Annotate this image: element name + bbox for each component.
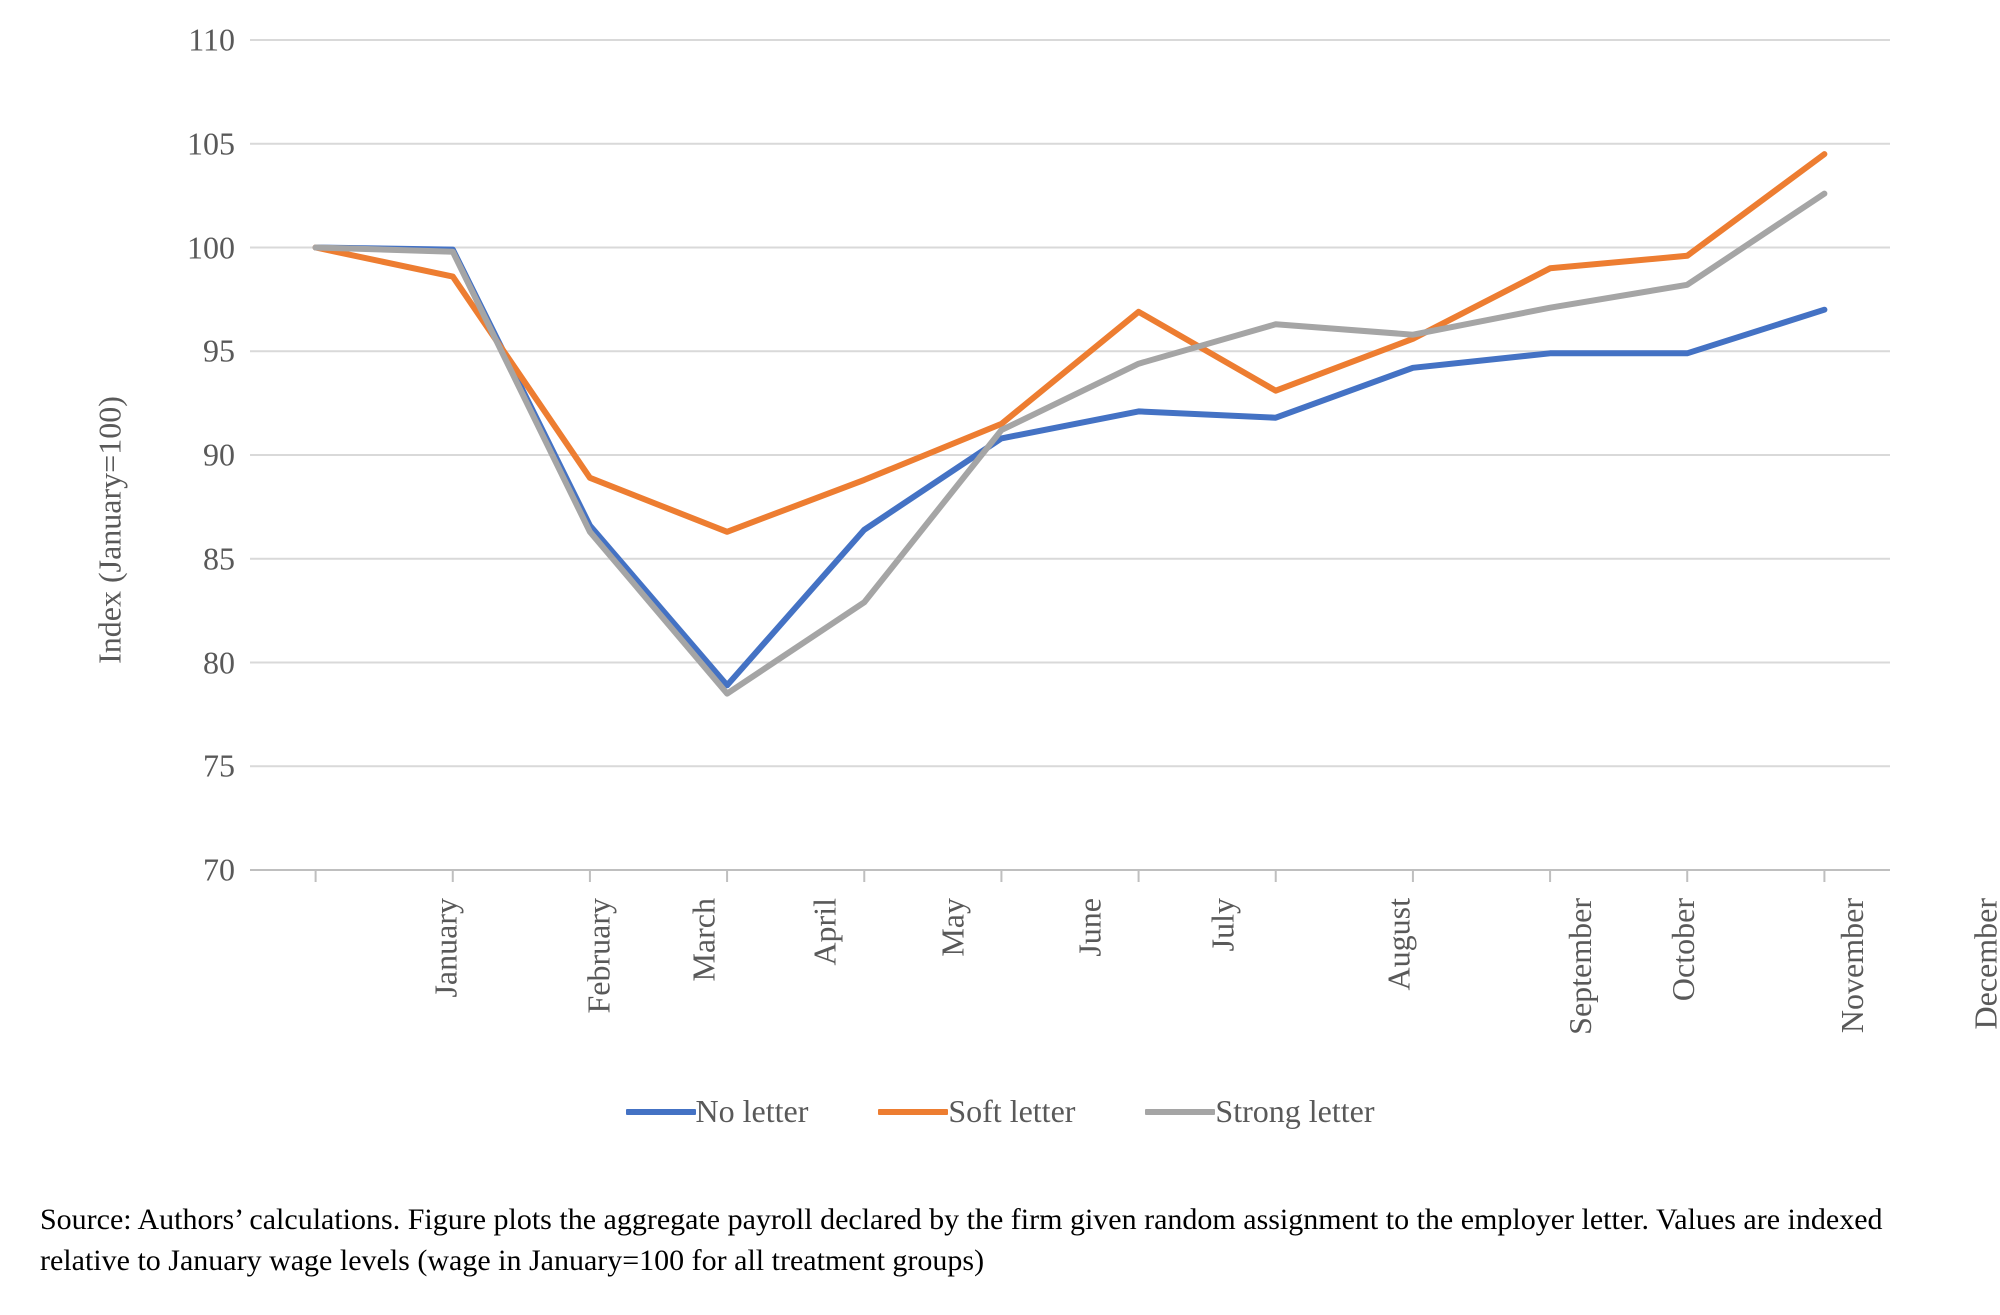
page: Index (January=100) 70758085909510010511… — [0, 0, 2000, 1315]
series-line-1 — [316, 154, 1825, 532]
y-tick-label: 70 — [165, 852, 235, 889]
chart-container: Index (January=100) 70758085909510010511… — [80, 30, 1920, 1130]
y-tick-label: 85 — [165, 540, 235, 577]
legend-item-0: No letter — [626, 1093, 809, 1130]
x-tick-label: January — [427, 898, 464, 998]
legend-label: No letter — [696, 1093, 809, 1130]
x-tick-label: November — [1834, 898, 1871, 1033]
y-tick-label: 75 — [165, 748, 235, 785]
y-tick-label: 110 — [165, 22, 235, 59]
x-tick-label: December — [1968, 898, 2000, 1029]
x-tick-label: September — [1562, 898, 1599, 1035]
legend-label: Soft letter — [948, 1093, 1075, 1130]
x-tick-label: May — [935, 898, 972, 957]
y-tick-label: 105 — [165, 125, 235, 162]
x-tick-label: June — [1072, 898, 1109, 957]
x-tick-label: August — [1380, 898, 1417, 990]
x-tick-label: February — [580, 898, 617, 1014]
legend-item-1: Soft letter — [878, 1093, 1075, 1130]
legend-swatch — [878, 1109, 948, 1115]
legend-label: Strong letter — [1215, 1093, 1374, 1130]
source-caption: Source: Authors’ calculations. Figure pl… — [40, 1200, 1960, 1281]
y-tick-label: 95 — [165, 333, 235, 370]
x-tick-label: April — [807, 898, 844, 966]
x-tick-label: July — [1204, 898, 1241, 951]
series-line-2 — [316, 194, 1825, 694]
y-tick-label: 90 — [165, 437, 235, 474]
x-tick-label: October — [1665, 898, 1702, 1001]
line-chart — [80, 30, 1920, 1070]
y-tick-label: 100 — [165, 229, 235, 266]
legend-item-2: Strong letter — [1145, 1093, 1374, 1130]
y-tick-label: 80 — [165, 644, 235, 681]
x-tick-label: March — [685, 898, 722, 982]
legend-swatch — [1145, 1109, 1215, 1115]
legend: No letter Soft letter Strong letter — [80, 1093, 1920, 1130]
series-line-0 — [316, 248, 1825, 686]
legend-swatch — [626, 1109, 696, 1115]
